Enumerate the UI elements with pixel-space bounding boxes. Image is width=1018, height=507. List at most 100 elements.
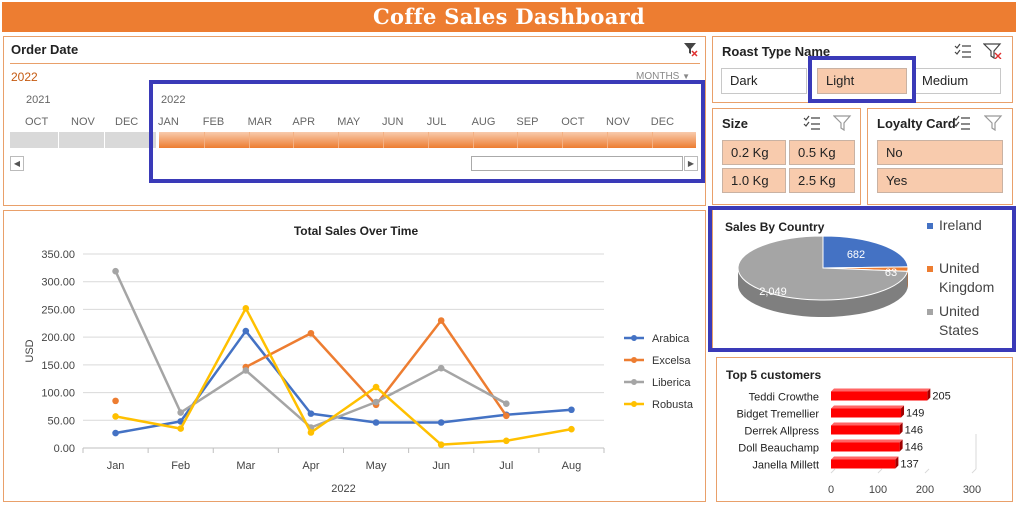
data-point-arabica	[437, 419, 445, 426]
data-point-robusta	[568, 425, 575, 433]
timeline-level-dropdown[interactable]: MONTHS ▼	[636, 71, 690, 82]
multi-select-icon[interactable]	[953, 43, 973, 59]
data-point-robusta	[503, 437, 510, 445]
bar-top	[831, 405, 905, 409]
pie-data-label: 2,049	[759, 286, 787, 298]
multi-select-icon[interactable]	[952, 115, 972, 131]
data-point-liberica	[112, 267, 119, 275]
timeline-bar-divider	[248, 132, 250, 148]
data-point-excelsa	[112, 397, 119, 405]
timeline-month-2022-mar[interactable]: MAR	[247, 116, 273, 128]
loyalty-option-no[interactable]: No	[877, 140, 1003, 165]
size-slicer-title: Size	[722, 116, 749, 131]
timeline-month-2022-jun[interactable]: JUN	[382, 116, 404, 128]
timeline-bar-divider	[383, 132, 384, 148]
roast-type-slicer[interactable]: Roast Type Name Dark Light Medium	[712, 36, 1013, 103]
timeline-level-label: MONTHS	[636, 71, 680, 82]
timeline-bar-divider	[293, 132, 295, 148]
light-option-highlight	[808, 56, 916, 103]
timeline-month-2021-nov[interactable]: NOV	[71, 116, 95, 128]
series-line-liberica	[114, 270, 507, 429]
data-point-excelsa	[437, 317, 445, 324]
timeline-month-2022-dec[interactable]: DEC	[650, 116, 675, 128]
data-point-liberica	[503, 400, 510, 407]
timeline-scroll-right[interactable]: ▶	[684, 156, 698, 171]
pie-data-label: 63	[885, 267, 897, 279]
pie-slice-ireland	[822, 235, 909, 269]
size-option-0-2kg[interactable]: 0.2 Kg	[722, 140, 786, 165]
timeline-month-2022-may[interactable]: MAY	[337, 116, 361, 128]
y-tick-label: 150.00	[41, 360, 75, 372]
x-tick-label: 100	[869, 484, 887, 496]
customer-name-label: Bidget Tremellier	[736, 409, 819, 421]
total-sales-line-chart: Total Sales Over Time 0.00 50.00 100.00 150.…	[24, 224, 694, 495]
timeline-scrollbar-thumb[interactable]	[471, 156, 683, 171]
timeline-month-2022-nov[interactable]: NOV	[606, 116, 630, 128]
x-tick-label: 200	[916, 484, 934, 496]
data-point-robusta	[112, 413, 119, 420]
customer-bar	[831, 425, 900, 435]
timeline-bar-divider	[203, 132, 205, 148]
data-point-excelsa	[307, 329, 315, 337]
customer-name-label: Derrek Allpress	[744, 426, 819, 438]
bar-value-label: 149	[906, 408, 924, 420]
legend-swatch	[927, 223, 933, 229]
timeline-selected-bar[interactable]	[159, 132, 696, 148]
y-tick-label: 300.00	[41, 277, 75, 289]
clear-filter-icon[interactable]	[833, 115, 853, 131]
timeline-unselected-bar[interactable]	[10, 132, 156, 148]
top-customers-bar-chart: Top 5 customers 0 100 200 300 Teddi Crowthe 20…	[726, 368, 981, 496]
timeline-selected-label: 2022	[11, 70, 38, 84]
chart-title: Total Sales Over Time	[294, 224, 419, 238]
customer-bar	[831, 408, 902, 418]
timeline-month-2021-dec[interactable]: DEC	[115, 116, 139, 128]
size-option-0-5kg[interactable]: 0.5 Kg	[789, 140, 855, 165]
bar-top	[831, 388, 931, 392]
data-point-robusta	[242, 305, 250, 312]
timeline-year-2021: 2021	[26, 94, 51, 106]
loyalty-card-slicer[interactable]: Loyalty Card No Yes	[867, 108, 1013, 205]
order-date-timeline[interactable]: Order Date 2022 MONTHS ▼ 2021 2022 OCT NO…	[3, 36, 706, 206]
legend-label-liberica: Liberica	[652, 377, 691, 389]
bar-top	[831, 422, 903, 426]
timeline-month-2022-oct[interactable]: OCT	[561, 116, 585, 128]
customer-name-label: Teddi Crowthe	[749, 392, 819, 404]
timeline-month-2022-aug[interactable]: AUG	[471, 116, 496, 128]
legend-label-robusta: Robusta	[652, 399, 694, 411]
data-point-arabica	[112, 429, 119, 437]
multi-select-icon[interactable]	[802, 115, 822, 131]
clear-filter-icon[interactable]	[984, 115, 1004, 131]
top-customers-panel: Top 5 customers 0 100 200 300 Teddi Crowthe 20…	[716, 357, 1013, 502]
legend-label-ireland: Ireland	[939, 217, 982, 233]
size-slicer[interactable]: Size 0.2 Kg 0.5 Kg 1.0 Kg 2.5 Kg	[712, 108, 861, 205]
size-option-2-5kg[interactable]: 2.5 Kg	[789, 168, 855, 193]
legend-label-arabica: Arabica	[652, 333, 690, 345]
x-tick-label: Jun	[432, 460, 450, 472]
data-point-excelsa	[503, 412, 510, 420]
timeline-title: Order Date	[11, 42, 79, 57]
bar-value-label: 205	[932, 391, 950, 403]
clear-filter-icon[interactable]	[682, 41, 698, 57]
timeline-month-2021-oct[interactable]: OCT	[25, 116, 49, 128]
roast-option-dark[interactable]: Dark	[721, 68, 807, 94]
clear-filter-icon[interactable]	[983, 43, 1003, 59]
timeline-month-2022-apr[interactable]: APR	[292, 116, 316, 128]
timeline-bar-divider	[427, 132, 429, 148]
size-option-1-0kg[interactable]: 1.0 Kg	[722, 168, 786, 193]
y-tick-label: 50.00	[47, 415, 75, 427]
timeline-bar-divider	[517, 132, 519, 148]
y-tick-label: 350.00	[41, 249, 75, 261]
roast-option-medium[interactable]: Medium	[913, 68, 1001, 94]
timeline-bar-divider	[472, 132, 474, 148]
timeline-month-2022-jul[interactable]: JUL	[426, 116, 447, 128]
data-point-liberica	[372, 398, 380, 406]
timeline-scroll-left[interactable]: ◀	[10, 156, 24, 171]
loyalty-option-yes[interactable]: Yes	[877, 168, 1003, 193]
legend-marker-arabica	[631, 335, 637, 341]
timeline-month-2022-sep[interactable]: SEP	[516, 116, 539, 128]
pie-side-2	[738, 268, 908, 317]
x-tick-label: 300	[963, 484, 981, 496]
timeline-month-2022-jan[interactable]: JAN	[158, 116, 179, 128]
roast-option-light[interactable]: Light	[817, 68, 907, 94]
timeline-month-2022-feb[interactable]: FEB	[202, 116, 225, 128]
